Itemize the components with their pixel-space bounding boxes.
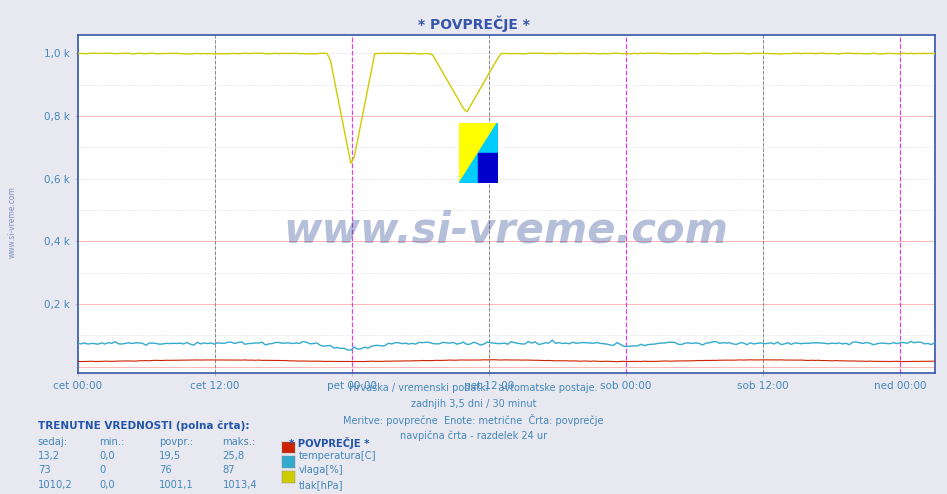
Text: min.:: min.:: [99, 437, 125, 447]
Text: 1010,2: 1010,2: [38, 480, 73, 490]
Polygon shape: [459, 123, 497, 183]
Text: 0,0: 0,0: [99, 451, 115, 460]
Text: Hrvaška / vremenski podatki - avtomatske postaje.: Hrvaška / vremenski podatki - avtomatske…: [349, 383, 598, 393]
Text: 19,5: 19,5: [159, 451, 181, 460]
Text: 1013,4: 1013,4: [223, 480, 258, 490]
Text: vlaga[%]: vlaga[%]: [298, 465, 343, 475]
Polygon shape: [478, 153, 497, 183]
Polygon shape: [459, 123, 497, 183]
Text: povpr.:: povpr.:: [159, 437, 193, 447]
Text: sedaj:: sedaj:: [38, 437, 68, 447]
Text: 73: 73: [38, 465, 50, 475]
Text: www.si-vreme.com: www.si-vreme.com: [8, 186, 17, 258]
Text: 0: 0: [99, 465, 106, 475]
Text: 0,0: 0,0: [99, 480, 115, 490]
Text: 87: 87: [223, 465, 235, 475]
Text: 13,2: 13,2: [38, 451, 60, 460]
Text: * POVPREČJE *: * POVPREČJE *: [418, 16, 529, 32]
Text: navpična črta - razdelek 24 ur: navpična črta - razdelek 24 ur: [400, 430, 547, 441]
Text: tlak[hPa]: tlak[hPa]: [298, 480, 343, 490]
Text: temperatura[C]: temperatura[C]: [298, 451, 376, 460]
Text: 25,8: 25,8: [223, 451, 244, 460]
Text: 1001,1: 1001,1: [159, 480, 194, 490]
Text: * POVPREČJE *: * POVPREČJE *: [289, 437, 369, 449]
Text: TRENUTNE VREDNOSTI (polna črta):: TRENUTNE VREDNOSTI (polna črta):: [38, 421, 249, 431]
Text: 76: 76: [159, 465, 171, 475]
Text: www.si-vreme.com: www.si-vreme.com: [284, 210, 728, 252]
Text: maks.:: maks.:: [223, 437, 256, 447]
Text: Meritve: povprečne  Enote: metrične  Črta: povprečje: Meritve: povprečne Enote: metrične Črta:…: [343, 414, 604, 426]
Text: zadnjih 3,5 dni / 30 minut: zadnjih 3,5 dni / 30 minut: [411, 399, 536, 409]
